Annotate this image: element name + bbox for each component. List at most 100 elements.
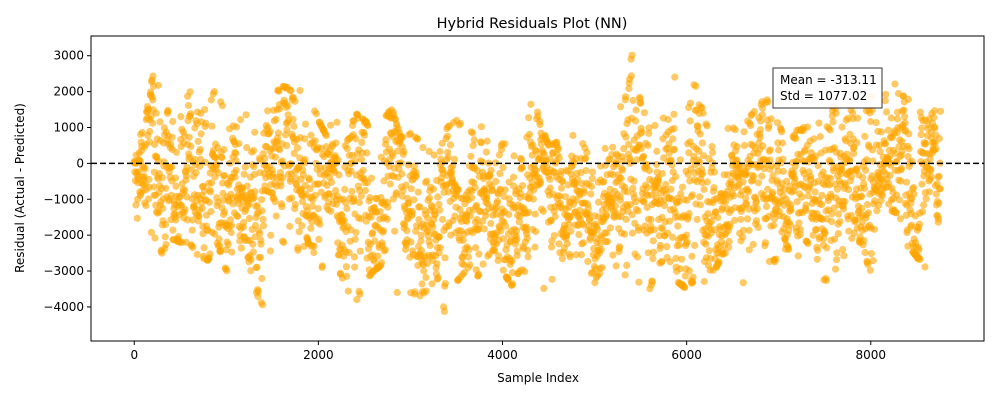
scatter-point bbox=[681, 272, 689, 280]
scatter-point bbox=[508, 280, 517, 288]
scatter-point bbox=[206, 188, 215, 196]
scatter-point bbox=[436, 147, 444, 156]
scatter-point bbox=[900, 106, 908, 114]
scatter-point bbox=[492, 177, 500, 186]
scatter-point bbox=[582, 154, 590, 162]
scatter-point bbox=[167, 140, 175, 148]
scatter-point bbox=[635, 226, 643, 234]
scatter-point bbox=[501, 222, 510, 230]
scatter-point bbox=[410, 162, 418, 170]
scatter-point bbox=[218, 154, 226, 162]
scatter-point bbox=[787, 201, 795, 209]
scatter-point bbox=[603, 229, 611, 237]
scatter-point bbox=[580, 189, 588, 197]
scatter-point bbox=[250, 194, 258, 202]
scatter-point bbox=[366, 194, 374, 202]
scatter-point bbox=[266, 128, 274, 136]
scatter-point bbox=[414, 135, 422, 143]
scatter-point bbox=[620, 230, 629, 238]
y-tick-label: −1000 bbox=[43, 192, 84, 206]
scatter-point bbox=[877, 128, 886, 136]
scatter-point bbox=[622, 133, 630, 141]
scatter-point bbox=[901, 119, 909, 127]
scatter-point bbox=[794, 252, 802, 260]
scatter-point bbox=[342, 263, 350, 271]
scatter-point bbox=[779, 155, 787, 163]
scatter-point bbox=[758, 172, 766, 180]
scatter-point bbox=[348, 187, 356, 195]
scatter-point bbox=[495, 151, 503, 159]
scatter-point bbox=[478, 158, 486, 166]
scatter-point bbox=[846, 155, 854, 164]
scatter-point bbox=[423, 177, 431, 185]
scatter-point bbox=[272, 212, 280, 220]
scatter-point bbox=[815, 119, 823, 127]
scatter-point bbox=[902, 178, 911, 186]
scatter-point bbox=[482, 148, 490, 156]
scatter-point bbox=[515, 218, 523, 226]
scatter-point bbox=[831, 265, 840, 273]
scatter-point bbox=[745, 246, 753, 254]
scatter-point bbox=[475, 250, 483, 258]
scatter-point bbox=[770, 215, 779, 223]
scatter-point bbox=[407, 238, 415, 246]
scatter-point bbox=[220, 172, 228, 180]
scatter-point bbox=[918, 124, 926, 132]
scatter-point bbox=[147, 228, 155, 236]
scatter-point bbox=[495, 252, 503, 260]
scatter-point bbox=[524, 253, 532, 261]
scatter-point bbox=[256, 229, 264, 238]
scatter-point bbox=[172, 182, 180, 190]
scatter-point bbox=[916, 255, 924, 263]
scatter-point bbox=[793, 198, 801, 206]
scatter-point bbox=[496, 170, 504, 178]
scatter-point bbox=[850, 149, 858, 157]
scatter-point bbox=[651, 121, 659, 130]
y-tick-label: −2000 bbox=[43, 228, 84, 242]
scatter-point bbox=[546, 175, 554, 183]
scatter-point bbox=[602, 211, 611, 219]
scatter-point bbox=[152, 109, 160, 117]
scatter-point bbox=[508, 269, 516, 277]
scatter-point bbox=[555, 154, 563, 162]
scatter-point bbox=[198, 204, 206, 213]
scatter-point bbox=[499, 235, 508, 243]
scatter-point bbox=[823, 244, 831, 252]
scatter-point bbox=[566, 213, 575, 221]
scatter-point bbox=[254, 292, 262, 300]
scatter-point bbox=[201, 106, 209, 114]
scatter-point bbox=[312, 110, 320, 118]
scatter-point bbox=[631, 117, 640, 125]
scatter-point bbox=[935, 172, 943, 180]
scatter-point bbox=[215, 235, 223, 243]
scatter-point bbox=[454, 186, 462, 194]
scatter-point bbox=[384, 203, 392, 211]
scatter-point bbox=[821, 229, 829, 237]
scatter-point bbox=[594, 198, 603, 206]
scatter-point bbox=[684, 170, 692, 178]
scatter-point bbox=[672, 254, 680, 262]
scatter-point bbox=[812, 225, 821, 234]
scatter-point bbox=[367, 174, 376, 182]
plot-border bbox=[90, 35, 985, 342]
scatter-point bbox=[228, 248, 236, 256]
scatter-point bbox=[759, 104, 767, 112]
scatter-point bbox=[861, 248, 869, 257]
scatter-point bbox=[555, 240, 563, 248]
scatter-point bbox=[272, 115, 280, 123]
scatter-point bbox=[212, 153, 220, 162]
scatter-point bbox=[193, 250, 201, 258]
scatter-point bbox=[358, 155, 366, 163]
scatter-point bbox=[342, 199, 350, 207]
scatter-point bbox=[640, 198, 648, 206]
scatter-point bbox=[660, 202, 669, 210]
scatter-point bbox=[839, 205, 848, 213]
scatter-point bbox=[672, 173, 680, 181]
scatter-point bbox=[369, 229, 377, 237]
scatter-point bbox=[360, 131, 368, 139]
scatter-point bbox=[689, 273, 697, 281]
scatter-point bbox=[916, 108, 924, 116]
scatter-point bbox=[548, 275, 556, 283]
scatter-point bbox=[280, 238, 288, 246]
scatter-point bbox=[749, 240, 757, 248]
